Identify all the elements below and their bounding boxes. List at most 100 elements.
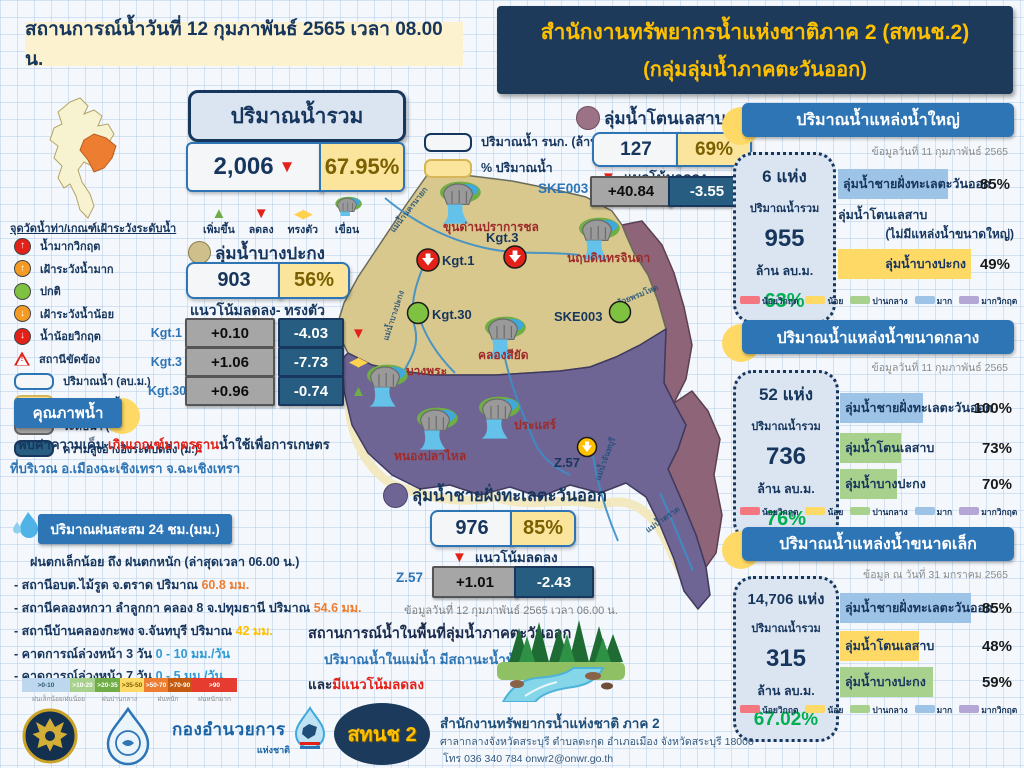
percent: 63%: [764, 289, 805, 312]
volume: 736: [765, 442, 807, 470]
eastcoast-station-id: Z.57: [396, 570, 424, 585]
swatch-critical-low: [740, 705, 760, 713]
total-percent-box: 67.95%: [319, 142, 405, 192]
station-marker-normal: [608, 300, 632, 324]
date-banner: สถานการณ์น้ำวันที่ 12 กุมภาพันธ์ 2565 เว…: [25, 19, 463, 70]
panel-row: ลุ่มน้ำบางปะกง 59%: [840, 666, 1012, 698]
panel-large-summary: 6 แห่ง ปริมาณน้ำรวม 955 ล้าน ลบ.ม. 63%: [733, 152, 836, 324]
rain-scale: >0-10 >10-20 >20-35 >35-50 >50-70 >70-90…: [22, 678, 237, 692]
legend-label: น้ำน้อยวิกฤต: [40, 331, 101, 343]
down-triangle-icon: ▼: [351, 324, 366, 342]
bangpakong-volume-box: 903: [186, 262, 282, 299]
rain-item: - คาดการณ์ล่วงหน้า 3 วัน 0 - 10 มม./วัน: [14, 644, 230, 664]
garuda-emblem-logo: [22, 708, 78, 764]
dam-label: หนองปลาไหล: [394, 448, 466, 463]
east-region-highlight: [79, 133, 117, 173]
scale-caption: ฝนหนัก: [157, 696, 179, 703]
rain-item-text: - คาดการณ์ล่วงหน้า 3 วัน: [14, 647, 156, 661]
station-label: Z.57: [554, 455, 580, 470]
station-label: Kgt.3: [486, 230, 519, 245]
water-level-box: +1.06: [185, 347, 275, 377]
eastcoast-basin-swatch: [383, 483, 408, 508]
panel-large-date: ข้อมูลวันที่ 11 กุมภาพันธ์ 2565: [871, 146, 1008, 158]
swatch-critical-high: [959, 705, 980, 713]
org-title-line1: สำนักงานทรัพยากรน้ำแห่งชาติภาค 2 (สทนช.2…: [540, 20, 970, 44]
panel-large-title: ปริมาณน้ำแหล่งน้ำใหญ่: [742, 103, 1014, 137]
scale-caption: ฝนปานกลาง: [101, 696, 138, 703]
total-volume-box: 2,006 ▼: [186, 142, 323, 192]
swatch-high: [914, 507, 935, 515]
total-label: ปริมาณน้ำรวม: [751, 623, 821, 635]
scale-segment: >20-35: [95, 678, 120, 692]
station-label: Kgt.30: [432, 307, 472, 322]
station-marker-watch-low: [576, 436, 598, 458]
dam-label: ขุนด่านปราการชล: [443, 220, 539, 235]
panel-small-date: ข้อมูล ณ วันที่ 31 มกราคม 2565: [863, 569, 1008, 581]
bank-height-box: -4.03: [278, 318, 344, 348]
percent: 76%: [765, 507, 807, 530]
row-value: 59%: [981, 673, 1012, 691]
row-value: 48%: [981, 637, 1012, 655]
total-label: ปริมาณน้ำรวม: [749, 202, 820, 215]
tonlesap-basin-name: ลุ่มน้ำโตนเลสาบ: [604, 109, 726, 128]
rain-summary: ฝนตกเล็กน้อย ถึง ฝนตกหนัก (ล่าสุดเวลา 06…: [30, 555, 300, 569]
rain-section-title: ปริมาณฝนสะสม 24 ชม.(มม.): [38, 514, 232, 544]
swatch-critical-low: [740, 507, 760, 515]
eastcoast-trend-label: แนวโน้มลดลง: [474, 550, 558, 565]
scale-segment: >10-20: [70, 678, 95, 692]
rain-scale-captions: ฝนเล็กน้อย/ฝนน้อย ฝนปานกลาง ฝนหนัก ฝนหนั…: [22, 694, 237, 704]
swatch-low: [805, 507, 826, 515]
eastcoast-bank-height-box: -2.43: [514, 566, 594, 598]
dam-icon: [334, 196, 363, 225]
trend-down-label: ลดลง: [248, 224, 274, 236]
unit: ล้าน ลบ.ม.: [755, 264, 814, 279]
rain-item-value: 42 มม.: [235, 624, 273, 638]
quality-text-exceed: เกินเกณฑ์มาตรฐาน: [108, 437, 220, 452]
panel-row: ลุ่มน้ำบางปะกง 49%: [838, 248, 1010, 280]
legend-label: น้อยวิกฤต: [762, 296, 799, 306]
percent-box-swatch: [424, 158, 472, 178]
bangpakong-basin-swatch: [188, 241, 211, 264]
raindrop-icon: [13, 512, 38, 538]
eastcoast-basin-name: ลุ่มน้ำชายฝั่งทะเลตะวันออก: [412, 487, 607, 505]
row-value: 73%: [981, 439, 1012, 457]
panel-medium-title: ปริมาณน้ำแหล่งน้ำขนาดกลาง: [742, 320, 1014, 354]
bank-height-box: -0.74: [278, 376, 344, 406]
rain-item: - สถานีบ้านคลองกะพง จ.จันทบุรี ปริมาณ 42…: [14, 621, 273, 641]
situation-line3: และมีแนวโน้มลดลง: [308, 673, 424, 695]
total-volume-value: 2,006: [213, 153, 274, 180]
count: 14,706 แห่ง: [747, 591, 825, 608]
swatch-high: [914, 296, 935, 304]
org-title-box: สำนักงานทรัพยากรน้ำแห่งชาติภาค 2 (สทนช.2…: [497, 6, 1013, 94]
quality-text-tail: น้ำใช้เพื่อการเกษตร: [219, 437, 330, 452]
scale-caption: ฝนหนักมาก: [198, 696, 231, 703]
row-value: 85%: [979, 175, 1010, 193]
org-title-line2: (กลุ่มลุ่มน้ำภาคตะวันออก): [643, 58, 867, 81]
tonlesap-percent-box: 69%: [676, 132, 752, 167]
tonlesap-station-id: SKE003: [538, 181, 589, 196]
station-id: Kgt.30: [148, 384, 187, 398]
tonlesap-water-level-box: +40.84: [590, 176, 672, 207]
station-id: Kgt.3: [150, 355, 182, 369]
scale-segment: >35-50: [120, 678, 144, 692]
trend-legend: ▲ เพิ่มขึ้น ▼ ลดลง ◀▶ ทรงตัว เขื่อน: [203, 194, 363, 238]
warning-triangle-icon: !: [14, 351, 30, 366]
situation-line3-normal: และ: [308, 677, 333, 692]
dam-label: คลองสียัด: [478, 348, 529, 362]
swatch-critical-high: [959, 296, 980, 304]
volume: 955: [764, 224, 805, 252]
panel-medium-date: ข้อมูลวันที่ 11 กุมภาพันธ์ 2565: [871, 362, 1008, 374]
panel-row: ลุ่มน้ำโตนเลสาบ 48%: [840, 630, 1012, 662]
water-quality-button: คุณภาพน้ำ: [14, 398, 122, 428]
onwr-drop-logo: [106, 706, 150, 766]
rain-item-text: - สถานีคลองหกวา ลำลูกกา คลอง 8 จ.ปทุมธาน…: [14, 601, 314, 615]
bangpakong-percent-box: 56%: [278, 262, 350, 299]
legend-label: มาก: [936, 507, 953, 517]
water-quality-line1: พบค่าความเค็ม เกินเกณฑ์มาตรฐานน้ำใช้เพื่…: [18, 434, 330, 455]
eastcoast-trend: ▼ แนวโน้มลดลง: [452, 546, 558, 568]
water-level-box: +0.96: [185, 376, 275, 406]
critical-low-icon: ↓: [14, 327, 31, 345]
eastcoast-water-level-box: +1.01: [432, 566, 518, 598]
footer-org-name: สำนักงานทรัพยากรน้ำแห่งชาติ ภาค 2: [440, 716, 660, 731]
swatch-medium: [850, 296, 871, 304]
